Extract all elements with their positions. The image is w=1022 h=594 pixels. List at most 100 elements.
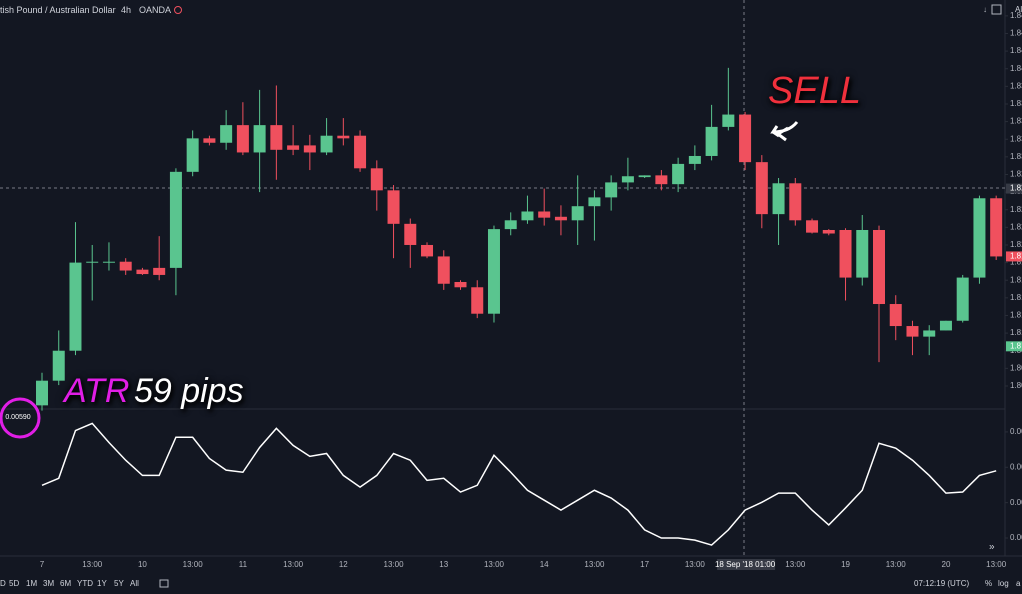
y-tick-label: 1.80: [1010, 363, 1022, 372]
candle-body: [504, 220, 517, 230]
atr-value-label: 0.00590: [5, 414, 30, 421]
candle-body: [839, 229, 852, 278]
x-tick-label: 13:00: [986, 560, 1007, 569]
y-tick-label: 0.00: [1010, 533, 1022, 542]
y-tick-label: 1.80: [1010, 381, 1022, 390]
range-button[interactable]: 6M: [60, 579, 72, 588]
y-tick-label: 1.84: [1010, 11, 1022, 20]
candle-body: [287, 145, 300, 150]
interval: 4h: [121, 5, 132, 15]
x-tick-label: 19: [841, 560, 850, 569]
price-tag: [1006, 251, 1022, 262]
candle-body: [102, 261, 115, 263]
candle-body: [437, 256, 450, 284]
y-tick-label: 1.81: [1010, 328, 1022, 337]
candle-body: [454, 281, 467, 288]
price-tag-label: 1.82: [1010, 184, 1022, 193]
y-tick-label: 1.81: [1010, 275, 1022, 284]
y-tick-label: 1.81: [1010, 293, 1022, 302]
log-button[interactable]: log: [998, 579, 1009, 588]
candle-body: [873, 229, 885, 305]
x-tick-label: 14: [540, 560, 549, 569]
candle-body: [973, 198, 986, 278]
x-tick-label: 13:00: [886, 560, 907, 569]
corner: Al: [1015, 5, 1022, 14]
y-tick-label: 1.83: [1010, 81, 1022, 90]
y-tick-label: 1.84: [1010, 46, 1022, 55]
y-tick-label: 1.82: [1010, 205, 1022, 214]
x-tick-label: 7: [40, 560, 45, 569]
candle-body: [119, 261, 132, 271]
candle-body: [806, 220, 819, 233]
range-button[interactable]: 5Y: [114, 579, 124, 588]
x-tick-label: 10: [138, 560, 147, 569]
candle-body: [471, 287, 484, 314]
candle-body: [939, 320, 952, 331]
auto-button[interactable]: a: [1016, 579, 1021, 588]
y-tick-label: 1.82: [1010, 222, 1022, 231]
x-tick-label: 20: [942, 560, 951, 569]
status-icon: [174, 6, 182, 14]
range-button[interactable]: 1Y: [97, 579, 107, 588]
candle-body: [521, 211, 534, 221]
candle-body: [86, 261, 99, 263]
candle-body: [303, 145, 316, 153]
candle-body: [153, 267, 166, 275]
candle-body: [69, 262, 82, 351]
download-icon[interactable]: ↓: [983, 5, 987, 14]
range-button[interactable]: 1M: [26, 579, 38, 588]
candle-body: [404, 223, 417, 245]
candle-body: [956, 277, 969, 321]
candle-body: [588, 197, 601, 207]
candle-body: [421, 244, 434, 257]
candle-body: [270, 125, 283, 150]
y-tick-label: 1.82: [1010, 240, 1022, 249]
scroll-button[interactable]: »: [989, 542, 995, 553]
candle-body: [387, 190, 400, 224]
fullscreen-icon[interactable]: [991, 4, 1002, 15]
candle-body: [203, 138, 216, 143]
candle-body: [990, 198, 1003, 257]
y-tick-label: 0.00: [1010, 427, 1022, 436]
range-button[interactable]: D: [0, 579, 6, 588]
candle-body: [621, 176, 634, 183]
candle-body: [253, 125, 266, 153]
range-button[interactable]: 5D: [9, 579, 20, 588]
y-tick-label: 1.83: [1010, 152, 1022, 161]
x-tick-label: 13:00: [685, 560, 706, 569]
candle-body: [337, 135, 350, 139]
candle-body: [236, 125, 249, 153]
candle-body: [220, 125, 233, 143]
candle-body: [52, 350, 65, 381]
candle-body: [354, 135, 367, 169]
y-tick-label: 1.83: [1010, 99, 1022, 108]
x-tick-label: 13:00: [283, 560, 304, 569]
atr-circle: [0, 397, 41, 439]
x-tick-label: 13:00: [484, 560, 505, 569]
candle-body: [889, 304, 902, 327]
candle-body: [571, 206, 584, 221]
y-tick-label: 1.81: [1010, 311, 1022, 320]
candle-body: [538, 211, 551, 218]
marks: 1.841.841.841.841.831.831.831.831.831.82…: [5, 11, 1022, 570]
range-button[interactable]: YTD: [77, 579, 93, 588]
candle-body: [554, 216, 567, 221]
candle-body: [36, 380, 48, 406]
x-tick-label: 12: [339, 560, 348, 569]
price-tag: [1006, 341, 1022, 352]
candle-body: [370, 168, 383, 191]
percent-button[interactable]: %: [985, 579, 993, 588]
x-tick-label: 13: [439, 560, 448, 569]
x-tick-label: 13:00: [183, 560, 204, 569]
source: OANDA: [139, 5, 172, 15]
price-tag-label: 1.81: [1010, 252, 1022, 261]
candle-body: [320, 135, 333, 153]
candle-body: [856, 229, 869, 278]
range-button[interactable]: 3M: [43, 579, 55, 588]
candle-body: [789, 183, 802, 221]
candle-body: [739, 114, 752, 163]
x-tick-label: 13:00: [584, 560, 605, 569]
range-button[interactable]: All: [130, 579, 139, 588]
x-tick-label: 18 Sep '18 01:00: [715, 560, 776, 569]
